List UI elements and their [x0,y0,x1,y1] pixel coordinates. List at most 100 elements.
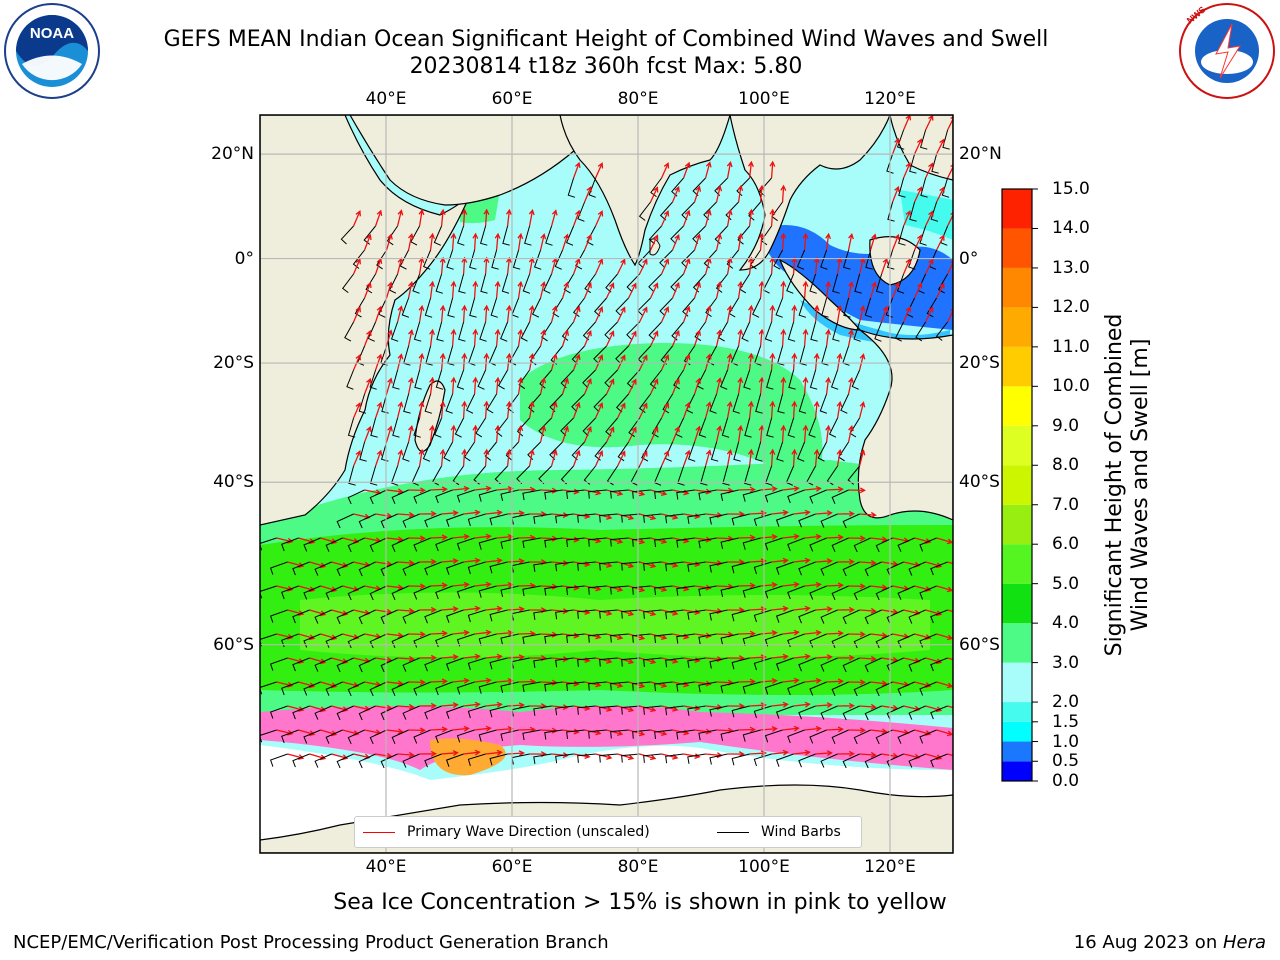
wave-direction-arrow [693,425,702,443]
wave-direction-arrow [461,400,468,419]
wind-barb [930,561,948,576]
wind-barb [826,465,838,486]
wind-barb [588,585,607,595]
wave-direction-arrow [550,305,558,323]
wind-barb [497,369,509,390]
wave-direction-arrow [749,702,767,709]
wave-direction-arrow [517,328,524,347]
wind-barb [753,705,772,719]
wave-direction-arrow [419,654,437,661]
wave-direction-arrow [572,209,581,227]
wind-barb [764,585,783,599]
wave-direction-arrow [550,401,558,419]
wave-direction-arrow [749,654,767,661]
wave-direction-arrow [649,282,659,299]
wave-direction-arrow [836,448,843,467]
wind-barb [456,537,475,551]
wind-barb [467,657,486,671]
wave-direction-arrow [858,353,866,371]
colorbar-swatch [1002,761,1032,781]
wind-barb [930,201,939,222]
wave-direction-arrow [726,304,733,323]
wave-direction-arrow [408,631,426,638]
wave-direction-arrow [791,400,798,419]
wind-barb [577,561,596,571]
wave-direction-arrow [407,376,414,395]
wave-direction-arrow [813,448,820,467]
wind-barb [831,633,849,649]
wind-barb [842,513,860,529]
wind-barb [269,609,288,623]
wave-direction-arrow [760,726,778,732]
wind-barb [809,273,817,294]
wind-barb [533,513,552,524]
wind-barb [424,297,433,318]
wave-direction-arrow [782,677,800,684]
legend-item-wind: Wind Barbs [717,817,841,847]
wind-barb [380,609,398,625]
wave-direction-arrow [847,376,854,395]
wind-barb [571,441,585,461]
wave-direction-arrow [727,559,745,566]
wave-direction-arrow [836,304,843,323]
wave-direction-arrow [693,377,702,395]
wind-barb [731,561,750,574]
wave-direction-arrow [704,305,712,323]
wind-barb [367,321,377,342]
wind-barb [434,417,443,438]
wave-direction-arrow [561,377,570,395]
wave-direction-arrow [539,329,547,347]
wind-barb [909,153,917,174]
wave-direction-arrow [485,653,503,660]
wind-barb [842,561,860,577]
wave-direction-arrow [539,425,547,443]
wind-barb [775,753,794,767]
wind-barb [742,537,761,550]
wave-direction-arrow [649,330,659,347]
wind-barb [314,705,332,720]
wind-barb [520,321,531,342]
wind-barb [908,657,926,672]
colorbar-swatch [1002,721,1032,742]
wave-direction-arrow [671,185,680,203]
wave-direction-arrow [628,633,646,641]
wave-direction-arrow [826,582,844,589]
wind-barb [875,537,893,553]
wind-barb [443,441,454,462]
wind-barb [798,297,807,318]
wind-barb [909,201,917,222]
wind-barb [687,609,706,620]
wind-barb [341,273,354,293]
wind-barb [753,657,772,671]
wave-direction-arrow [483,208,490,227]
map-legend: Primary Wave Direction (unscaled) Wind B… [354,816,862,848]
wind-barb [886,657,904,673]
wave-direction-arrow [758,280,765,299]
wave-direction-arrow [760,630,778,636]
wave-direction-arrow [825,328,832,347]
wind-barb [555,609,574,620]
wind-barb [402,513,420,528]
wind-barb [458,321,466,342]
wave-direction-arrow [936,633,953,641]
wind-barb [721,417,730,438]
wave-direction-arrow [859,511,877,518]
wave-direction-arrow [780,280,787,299]
wind-barb [687,561,706,572]
wind-barb [897,633,915,648]
wind-barb [336,561,354,577]
wave-direction-arrow [870,680,888,687]
wave-direction-arrow [352,306,361,323]
wind-barb [775,705,794,719]
wind-barb [777,393,785,414]
wind-barb [424,609,442,624]
wind-barb [522,537,541,549]
wind-barb [445,753,464,767]
wave-direction-arrow [826,630,844,637]
wind-barb [566,729,585,740]
colorbar-swatch [1002,623,1032,663]
wave-direction-arrow [452,629,470,636]
wind-barb [555,513,574,524]
wind-barb [830,369,839,390]
wave-direction-arrow [539,377,547,395]
